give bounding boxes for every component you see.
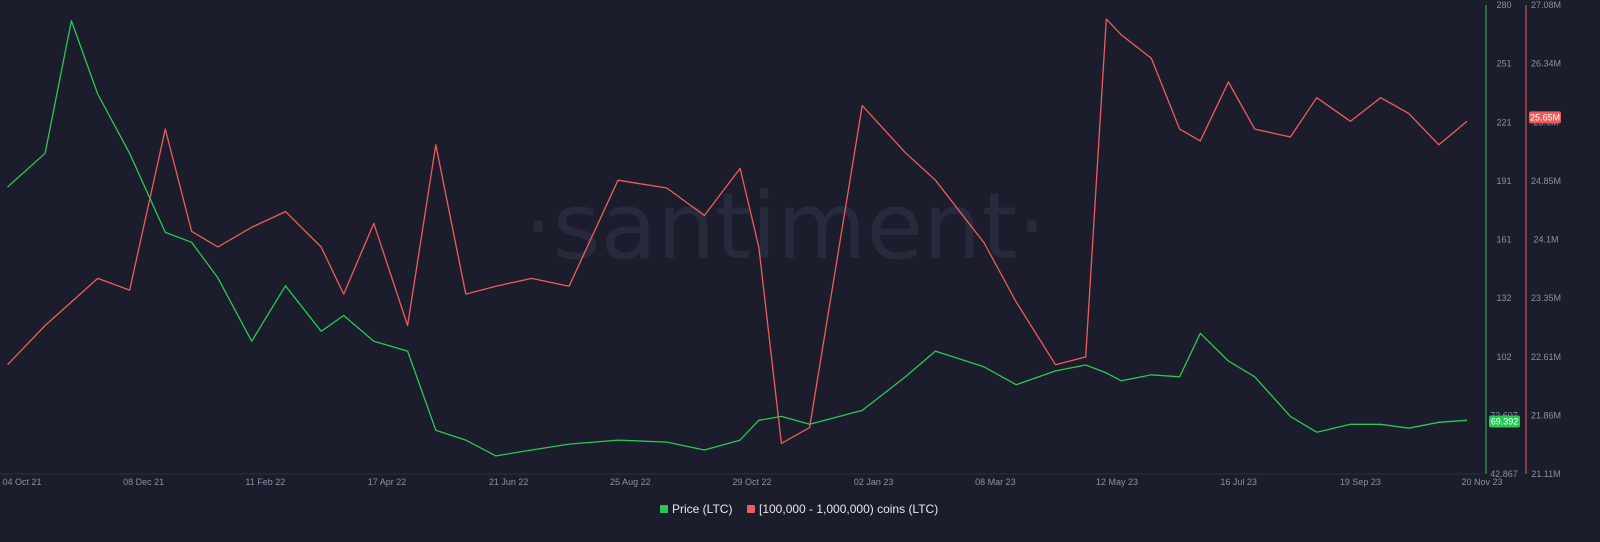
x-tick-label: 20 Nov 23 [1461, 477, 1502, 487]
holders-badge-text: 25.65M [1530, 112, 1560, 122]
series-lines [7, 18, 1468, 457]
right-axis-tick: 26.34M [1531, 59, 1561, 69]
holders-badge [1529, 111, 1561, 124]
x-tick-label: 08 Dec 21 [123, 477, 164, 487]
value-badges: 69.392 25.65M [1489, 111, 1561, 428]
x-tick-label: 29 Oct 22 [732, 477, 771, 487]
x-tick-label: 11 Feb 22 [245, 477, 285, 487]
price-badge-text: 69.392 [1491, 417, 1519, 427]
santiment-watermark: ·santiment· [523, 173, 1046, 280]
legend-label-price[interactable]: Price (LTC) [672, 502, 732, 516]
x-tick-label: 04 Oct 21 [2, 477, 41, 487]
axes [0, 5, 1527, 475]
x-tick-label: 17 Apr 22 [368, 477, 407, 487]
x-axis-labels: 04 Oct 21 08 Dec 21 11 Feb 22 17 Apr 22 21 J… [2, 477, 1502, 487]
left-axis-tick: 72.607 [1490, 410, 1518, 420]
left-axis-tick: 132 [1496, 293, 1511, 303]
x-tick-label: 12 May 23 [1096, 477, 1138, 487]
right-axis-tick: 24.1M [1533, 235, 1558, 245]
x-tick-label: 02 Jan 23 [854, 477, 894, 487]
x-tick-label: 08 Mar 23 [975, 477, 1016, 487]
right-axis-tick: 21.11M [1531, 469, 1560, 479]
left-axis-tick: 251 [1496, 59, 1511, 69]
left-axis-tick: 161 [1496, 235, 1511, 245]
price-badge [1489, 415, 1520, 428]
legend-label-holders[interactable]: [100,000 - 1,000,000) coins (LTC) [759, 502, 938, 516]
left-axis-tick: 102 [1496, 352, 1511, 362]
right-axis-tick: 24.85M [1531, 176, 1561, 186]
legend-swatch-holders[interactable] [747, 505, 755, 513]
x-tick-label: 16 Jul 23 [1220, 477, 1257, 487]
left-axis-tick: 191 [1496, 176, 1511, 186]
legend[interactable]: Price (LTC) [100,000 - 1,000,000) coins (… [660, 502, 938, 516]
left-axis-tick: 42.867 [1490, 469, 1518, 479]
left-axis-labels: 280 251 221 191 161 132 102 72.607 42.867 [1490, 0, 1518, 479]
x-tick-label: 19 Sep 23 [1340, 477, 1381, 487]
right-axis-tick: 21.86M [1531, 410, 1561, 420]
left-axis-tick: 280 [1496, 0, 1511, 10]
right-axis-tick: 22.61M [1531, 352, 1561, 362]
right-axis-tick: 23.35M [1531, 293, 1561, 303]
holders-line [7, 18, 1468, 445]
left-axis-tick: 221 [1496, 117, 1511, 127]
x-tick-label: 21 Jun 22 [489, 477, 529, 487]
legend-swatch-price[interactable] [660, 505, 668, 513]
x-tick-label: 25 Aug 22 [610, 477, 651, 487]
right-axis-tick: 27.08M [1531, 0, 1561, 10]
price-line [7, 20, 1468, 457]
